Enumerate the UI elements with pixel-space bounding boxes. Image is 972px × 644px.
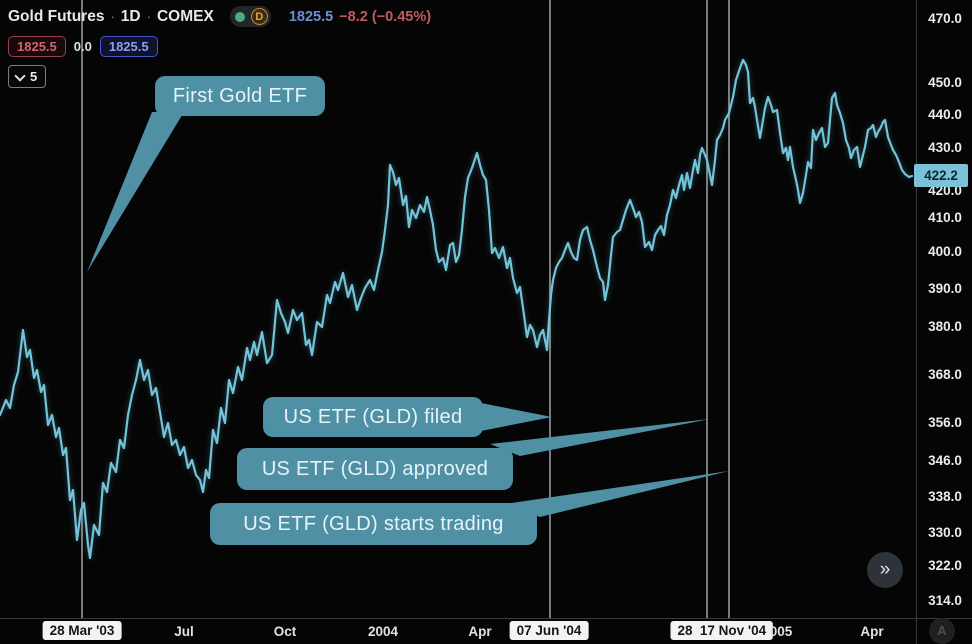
price-axis[interactable]: 422.2 470.0 450.0 440.0 430.0 420.0 410.0 400.… <box>914 0 972 644</box>
separator-dot: · <box>146 9 151 24</box>
time-tick-label: 005 <box>769 624 793 639</box>
callout-gld-approved[interactable]: US ETF (GLD) approved <box>237 448 513 490</box>
scroll-to-recent-button[interactable]: » <box>867 552 903 588</box>
callout-tail-pointer <box>490 419 710 456</box>
separator-dot: · <box>110 9 115 24</box>
last-price-value: 1825.5 <box>288 8 334 25</box>
spread-value: 0.0 <box>73 39 92 54</box>
callout-tail-pointer <box>481 403 552 431</box>
chevron-down-icon <box>14 69 26 82</box>
market-open-dot-icon <box>234 11 245 22</box>
price-tick-label: 314.0 <box>928 593 962 608</box>
gold-price-line <box>0 58 914 560</box>
price-tick-label: 470.0 <box>928 11 962 26</box>
time-axis[interactable]: 28 Mar '03 Jul Oct 2004 Apr 07 Jun '04 28 17 No… <box>0 618 972 644</box>
buy-price-box[interactable]: 1825.5 <box>99 36 158 57</box>
price-tick-label: 440.0 <box>928 107 962 122</box>
date-badge: 07 Jun '04 <box>509 621 589 640</box>
exchange-label: COMEX <box>156 7 214 25</box>
chart-plot-area[interactable]: First Gold ETF US ETF (GLD) filed US ETF… <box>0 0 916 618</box>
price-tick-label: 368.0 <box>928 367 962 382</box>
callout-gld-starts-trading[interactable]: US ETF (GLD) starts trading <box>210 503 537 545</box>
callout-first-gold-etf[interactable]: First Gold ETF <box>155 76 325 116</box>
sell-price-box[interactable]: 1825.5 <box>8 36 66 57</box>
price-tick-label: 338.0 <box>928 489 962 504</box>
date-badge: 28 Mar '03 <box>42 621 122 640</box>
time-tick-label: Apr <box>468 624 492 639</box>
callout-tail-pointer <box>505 471 729 517</box>
interval-label: 1D <box>120 7 141 25</box>
price-tick-label: 380.0 <box>928 319 962 334</box>
symbol-name: Gold Futures <box>8 7 105 25</box>
price-tick-label: 390.0 <box>928 281 962 296</box>
time-tick-label: Oct <box>273 624 297 639</box>
price-tick-label: 410.0 <box>928 210 962 225</box>
date-badge: 28 <box>670 621 700 640</box>
time-tick-label: Jul <box>174 624 194 639</box>
price-change-value: −8.2 (−0.45%) <box>339 8 432 25</box>
price-tick-label: 346.0 <box>928 453 962 468</box>
date-badge: 17 Nov '04 <box>692 621 774 640</box>
price-tick-label: 430.0 <box>928 140 962 155</box>
price-tick-label: 400.0 <box>928 244 962 259</box>
price-tick-label: 322.0 <box>928 558 962 573</box>
auto-scale-button[interactable]: A <box>929 618 955 644</box>
callout-gld-filed[interactable]: US ETF (GLD) filed <box>263 397 483 437</box>
callout-tail-pointer <box>87 112 184 272</box>
price-tick-label: 330.0 <box>928 525 962 540</box>
daily-timeframe-icon: D <box>250 8 268 25</box>
price-tick-label: 356.0 <box>928 415 962 430</box>
bar-count-dropdown[interactable]: 5 <box>8 65 47 88</box>
bid-ask-row: 1825.5 0.0 1825.5 <box>8 36 431 57</box>
market-status-toggle[interactable]: D <box>229 6 271 27</box>
time-tick-label: 2004 <box>367 624 399 639</box>
bar-count-value: 5 <box>30 69 38 84</box>
time-tick-label: Apr <box>860 624 884 639</box>
price-tick-label: 450.0 <box>928 75 962 90</box>
chart-legend: Gold Futures · 1D · COMEX D 1825.5 −8.2 … <box>8 6 431 88</box>
last-price-badge: 422.2 <box>914 164 968 187</box>
bar-count-row: 5 <box>8 65 431 88</box>
price-chart-svg <box>0 0 914 618</box>
symbol-row[interactable]: Gold Futures · 1D · COMEX D 1825.5 −8.2 … <box>8 6 431 27</box>
